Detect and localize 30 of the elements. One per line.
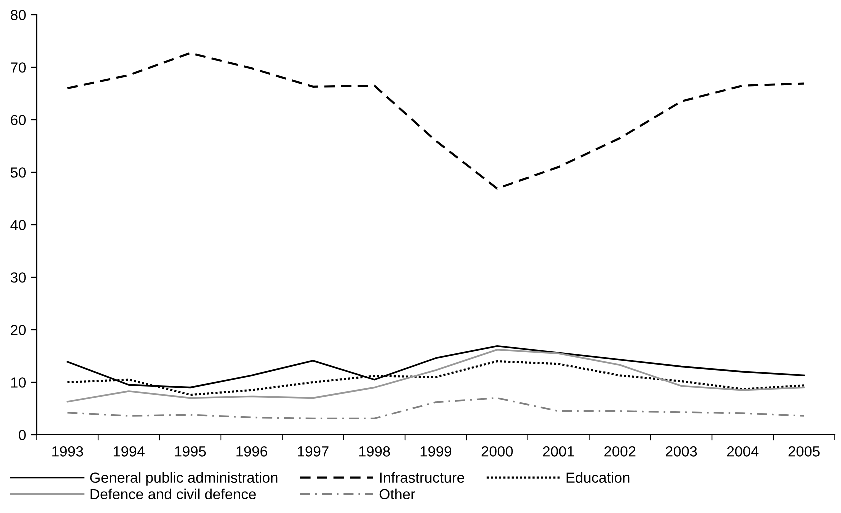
y-tick-label: 60 [11,115,26,126]
y-tick-label: 70 [11,62,26,73]
x-tick-label: 1996 [236,446,268,457]
x-tick-label: 2004 [727,446,759,457]
x-tick-label: 2003 [666,446,698,457]
y-tick-label: 20 [11,325,26,336]
y-tick-label: 30 [10,272,26,283]
y-tick-label: 40 [10,220,26,230]
line-series [66,52,806,190]
x-tick-label: 2000 [482,446,514,457]
x-tick-label: 1993 [52,446,84,457]
legend-label: Infrastructure [380,472,464,484]
x-tick-label: 1998 [360,446,390,457]
x-tick-label: 1995 [175,446,206,457]
legend-label: Other [380,488,416,500]
line-series [66,397,806,420]
legend-label: General public administration [90,472,278,486]
line-series [66,349,806,403]
y-tick-label: 50 [10,168,26,178]
y-tick-label: 80 [10,10,26,20]
x-tick-label: 2005 [788,446,820,457]
x-tick-label: 2001 [543,446,574,457]
x-tick-label: 1994 [114,446,145,457]
legend-label: Education [566,472,630,484]
x-tick-label: 1997 [298,446,329,457]
y-tick-label: 10 [11,378,26,388]
x-tick-label: 1999 [420,446,452,457]
y-tick-label: 0 [19,430,26,440]
x-tick-label: 2002 [604,446,636,457]
legend-label: Defence and civil defence [90,488,256,500]
